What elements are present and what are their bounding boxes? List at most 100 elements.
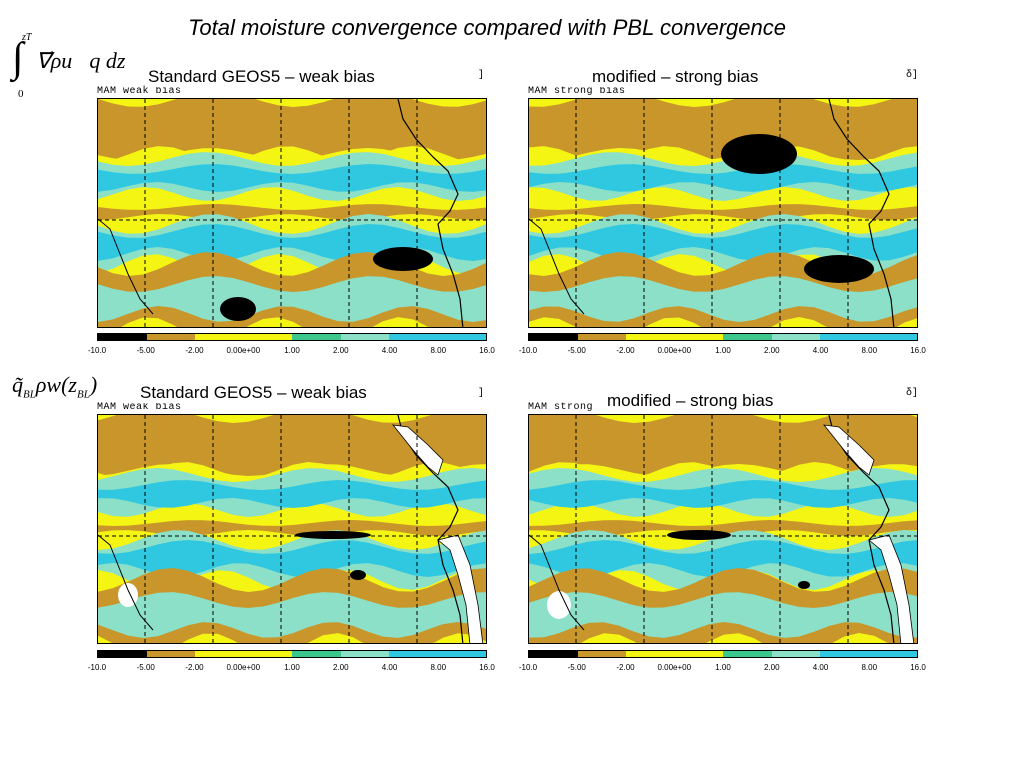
- colorbar-swatch: [437, 651, 486, 657]
- colorbar-tick-label: -5.00: [567, 346, 586, 355]
- convergence-band: [529, 540, 917, 577]
- colorbar-swatch: [674, 334, 723, 340]
- colorbar-swatch: [820, 334, 869, 340]
- colorbar-tick-label: -10.0: [87, 346, 107, 355]
- colorbar-tick-label: 0.00e+00: [226, 346, 261, 355]
- convergence-cell: [118, 583, 138, 607]
- colorbar-swatch: [243, 334, 292, 340]
- colorbar-swatch: [723, 334, 772, 340]
- map-tag: MAM strong: [528, 402, 594, 413]
- colorbar-swatch: [146, 651, 195, 657]
- pbl-mid: ρw(z: [35, 372, 77, 397]
- colorbar-tick-label: 2.00: [763, 346, 780, 355]
- colorbar-tick-label: -5.00: [136, 663, 155, 672]
- colorbar-swatch: [771, 651, 820, 657]
- map-panel-strong-pbl: MAM strong: [528, 402, 918, 644]
- map-frame: [97, 98, 487, 328]
- colorbar-swatch: [868, 334, 917, 340]
- land-area: [823, 424, 875, 476]
- pbl-q-sub: BL: [23, 388, 36, 401]
- colorbar-swatch: [146, 334, 195, 340]
- coastline: [828, 99, 895, 327]
- integral-upper-limit: zT: [22, 32, 32, 43]
- convergence-cell: [373, 247, 433, 271]
- map-panel-weak-pbl: MAM weak bias: [97, 402, 487, 644]
- colorbar-strip: [97, 650, 487, 658]
- coastline: [828, 415, 895, 643]
- convergence-band: [529, 592, 917, 638]
- colorbar-tick-label: 4.00: [812, 663, 829, 672]
- colorbar-tick-label: 2.00: [332, 346, 349, 355]
- pbl-end: ): [89, 372, 98, 397]
- map-frame: [528, 414, 918, 644]
- coastline: [529, 218, 585, 315]
- panel-label: Standard GEOS5 – weak bias: [140, 383, 367, 403]
- corner-mark: ]: [478, 388, 485, 399]
- convergence-band: [98, 520, 486, 536]
- convergence-band: [529, 480, 917, 508]
- corner-mark: δ]: [906, 388, 919, 399]
- colorbar-swatch: [195, 651, 244, 657]
- colorbar-tick-label: -2.00: [185, 663, 204, 672]
- coastline: [397, 99, 464, 327]
- coastline: [98, 218, 154, 315]
- convergence-band: [98, 540, 486, 577]
- land-area: [868, 534, 915, 643]
- pbl-q: q̃: [12, 372, 23, 397]
- colorbar-tick-label: -5.00: [136, 346, 155, 355]
- colorbar-tick-label: -2.00: [616, 346, 635, 355]
- colorbar-swatch: [529, 334, 578, 340]
- convergence-band: [529, 276, 917, 322]
- colorbar-swatch: [771, 334, 820, 340]
- panel-label: modified – strong bias: [592, 67, 759, 87]
- pbl-convergence-map: [98, 415, 486, 643]
- colorbar-swatch: [577, 334, 626, 340]
- convergence-cell: [350, 570, 366, 580]
- colorbar-strip: [528, 333, 918, 341]
- convergence-cell: [295, 531, 371, 539]
- colorbar-swatch: [389, 651, 438, 657]
- land-area: [392, 424, 444, 476]
- convergence-band: [529, 520, 917, 536]
- pbl-convergence-map: [529, 415, 917, 643]
- colorbar-tick-label: 16.0: [479, 346, 495, 355]
- convergence-band: [529, 164, 917, 192]
- map-tag: MAM weak bias: [97, 402, 182, 413]
- pbl-z-sub: BL: [76, 388, 90, 401]
- colorbar: -10.0 -5.00 -2.00 0.00e+00 1.00 2.00 4.00 8.00 1…: [519, 650, 926, 684]
- colorbar-swatch: [98, 334, 147, 340]
- map-frame: [97, 414, 487, 644]
- map-panel-strong-total: MAM strong bias: [528, 86, 918, 328]
- colorbar-tick-label: 8.00: [430, 346, 447, 355]
- colorbar-swatch: [340, 651, 389, 657]
- colorbar-tick-label: 1.00: [284, 663, 300, 672]
- colorbar: -10.0 -5.00 -2.00 0.00e+00 1.00 2.00 4.00 8.00 1…: [88, 650, 495, 684]
- panel-label: modified – strong bias: [607, 391, 774, 411]
- colorbar-tick-label: 1.00: [715, 346, 731, 355]
- colorbar-tick-label: 16.0: [910, 663, 926, 672]
- colorbar-tick-label: 8.00: [430, 663, 447, 672]
- colorbar-tick-label: -5.00: [567, 663, 586, 672]
- coastline: [397, 415, 464, 643]
- colorbar-swatch: [437, 334, 486, 340]
- colorbar-strip: [528, 650, 918, 658]
- colorbar-tick-label: 8.00: [861, 663, 878, 672]
- colorbar-tick-label: -10.0: [518, 346, 538, 355]
- colorbar-swatch: [820, 651, 869, 657]
- convergence-cell: [547, 591, 571, 619]
- colorbar-tick-label: 16.0: [479, 663, 495, 672]
- convergence-band: [98, 164, 486, 192]
- colorbar-swatch: [577, 651, 626, 657]
- convergence-band: [529, 224, 917, 261]
- colorbar-tick-label: 0.00e+00: [226, 663, 261, 672]
- map-frame: [528, 98, 918, 328]
- colorbar-tick-label: 16.0: [910, 346, 926, 355]
- colorbar-tick-label: 2.00: [332, 663, 349, 672]
- convergence-band: [98, 99, 486, 162]
- convergence-cell: [798, 581, 810, 589]
- convergence-cell: [667, 530, 731, 540]
- colorbar-tick-label: 1.00: [715, 663, 731, 672]
- map-tag: MAM weak bias: [97, 86, 182, 97]
- colorbar-tick-label: -10.0: [87, 663, 107, 672]
- colorbar-swatch: [195, 334, 244, 340]
